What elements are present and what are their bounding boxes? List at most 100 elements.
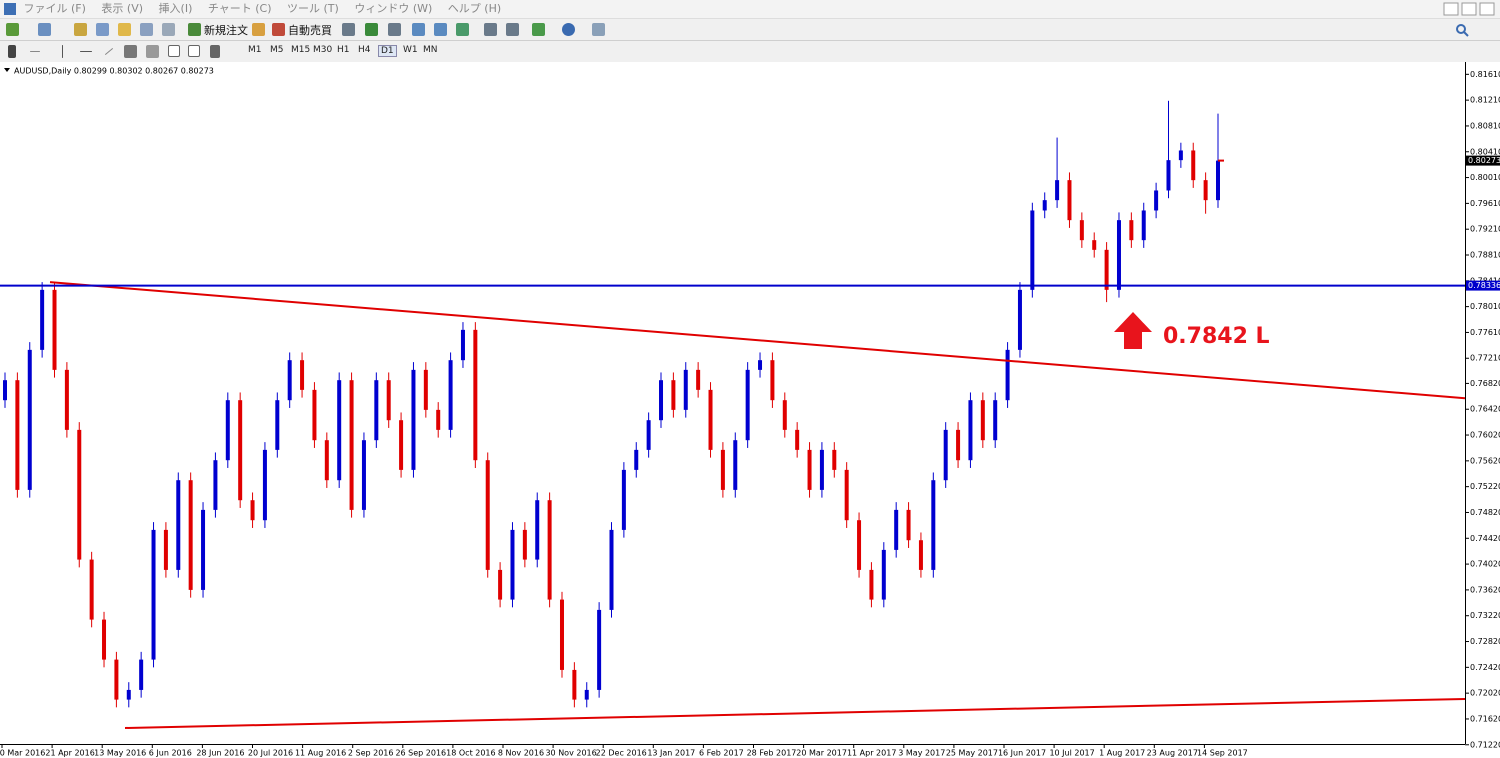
candle-body [535, 500, 540, 560]
menu-item[interactable]: 挿入(I) [158, 2, 193, 15]
candle-body [609, 529, 614, 610]
window-buttons[interactable] [1440, 1, 1500, 17]
y-tick-label: 0.74420 [1470, 534, 1500, 543]
cursor-tool[interactable] [8, 45, 16, 58]
candle-body [89, 559, 94, 620]
x-tick-label: 14 Sep 2017 [1197, 749, 1248, 758]
candle-body [102, 619, 107, 660]
candle-body [374, 380, 379, 441]
candle-body [163, 529, 168, 570]
templates-button[interactable] [592, 23, 605, 36]
menu-item[interactable]: チャート (C) [207, 2, 272, 15]
menu-bar: ファイル (F) 表示 (V) 挿入(I) チャート (C) ツール (T) ウ… [0, 0, 1500, 19]
menu-item[interactable]: ツール (T) [287, 2, 339, 15]
timeframe-button[interactable]: MN [423, 45, 438, 55]
candle-body [918, 540, 923, 570]
new-chart-button[interactable] [6, 23, 19, 36]
menu-item[interactable]: ウィンドウ (W) [354, 2, 433, 15]
last-price-box [1466, 155, 1500, 166]
candle-body [361, 440, 366, 510]
candle-body [1166, 160, 1171, 191]
timeframe-button[interactable]: W1 [403, 45, 418, 55]
candle-body [460, 329, 465, 361]
menu-item[interactable]: ヘルプ (H) [447, 2, 502, 15]
trendline [124, 697, 1466, 729]
x-tick-label: 26 Sep 2016 [395, 749, 446, 758]
app-icon [4, 3, 16, 15]
candle-body [819, 449, 824, 490]
timeframe-button[interactable]: H4 [358, 45, 371, 55]
meta-editor-button[interactable] [252, 23, 265, 36]
navigator-button[interactable] [118, 23, 131, 36]
indicators-button[interactable] [532, 23, 545, 36]
candle-body [1178, 150, 1183, 161]
candle-body [337, 380, 342, 481]
x-tick-label: 13 May 2016 [94, 749, 146, 758]
hline-tool[interactable] [80, 51, 92, 52]
timeframe-button[interactable]: H1 [337, 45, 350, 55]
fibo-tool[interactable] [146, 45, 159, 58]
zoom-in-button[interactable] [412, 23, 425, 36]
annotation-arrow [1114, 312, 1152, 349]
candle-body [312, 389, 317, 441]
candle-body [201, 509, 206, 590]
candle-body [572, 669, 577, 700]
timeframe-button[interactable]: M15 [291, 45, 311, 55]
candle-body [176, 480, 181, 570]
y-tick-label: 0.80810 [1470, 121, 1500, 130]
new-order-icon[interactable] [188, 23, 201, 36]
autoscroll-button[interactable] [484, 23, 497, 36]
chart-shift-button[interactable] [506, 23, 519, 36]
candle-body [980, 400, 985, 441]
crosshair-tool[interactable] [30, 51, 40, 52]
new-order-button[interactable]: 新規注文 [204, 24, 248, 37]
candle-body [708, 389, 713, 450]
candle-body [77, 429, 82, 560]
search-icon[interactable] [1454, 22, 1470, 38]
x-tick-label: 11 Apr 2017 [847, 749, 896, 758]
vline-tool[interactable] [62, 45, 63, 58]
price-label-box [1466, 280, 1500, 291]
periods-button[interactable] [562, 23, 575, 36]
menu-item[interactable]: ファイル (F) [23, 2, 86, 15]
candle-body [411, 369, 416, 470]
channel-tool[interactable] [124, 45, 137, 58]
candle-body [968, 400, 973, 461]
auto-trade-icon[interactable] [272, 23, 285, 36]
x-tick-label: 28 Feb 2017 [747, 749, 797, 758]
line-chart-button[interactable] [388, 23, 401, 36]
y-tick-label: 0.75620 [1470, 456, 1500, 465]
toolbar-2: M1 M5 M15 M30 H1 H4 D1 W1 MN [0, 41, 1500, 63]
timeframe-button[interactable]: M1 [248, 45, 262, 55]
label-tool[interactable] [188, 45, 200, 57]
candle-chart-button[interactable] [365, 23, 378, 36]
x-tick-label: 18 Oct 2016 [446, 749, 495, 758]
menu-item[interactable]: 表示 (V) [101, 2, 144, 15]
y-tick-label: 0.79210 [1470, 225, 1500, 234]
candle-body [1116, 220, 1121, 290]
terminal-button[interactable] [140, 23, 153, 36]
arrows-tool[interactable] [210, 45, 220, 58]
tile-button[interactable] [456, 23, 469, 36]
y-tick-label: 0.72020 [1470, 689, 1500, 698]
candle-body [262, 449, 267, 521]
timeframe-button[interactable]: M5 [270, 45, 284, 55]
y-tick-label: 0.75220 [1470, 482, 1500, 491]
zoom-out-button[interactable] [434, 23, 447, 36]
timeframe-button-active[interactable]: D1 [378, 45, 397, 57]
candle-body [993, 400, 998, 441]
profiles-button[interactable] [38, 23, 51, 36]
text-tool[interactable] [168, 45, 180, 57]
toolbar: 新規注文 自動売買 [0, 19, 1500, 41]
timeframe-button[interactable]: M30 [313, 45, 333, 55]
auto-trade-button[interactable]: 自動売買 [288, 24, 332, 37]
x-tick-label: 23 Aug 2017 [1147, 749, 1198, 758]
data-window-button[interactable] [96, 23, 109, 36]
trendline-tool[interactable] [104, 47, 114, 56]
tester-button[interactable] [162, 23, 175, 36]
candle-body [881, 549, 886, 600]
x-tick-label: 25 May 2017 [946, 749, 998, 758]
bar-chart-button[interactable] [342, 23, 355, 36]
market-watch-button[interactable] [74, 23, 87, 36]
candle-body [720, 449, 725, 490]
